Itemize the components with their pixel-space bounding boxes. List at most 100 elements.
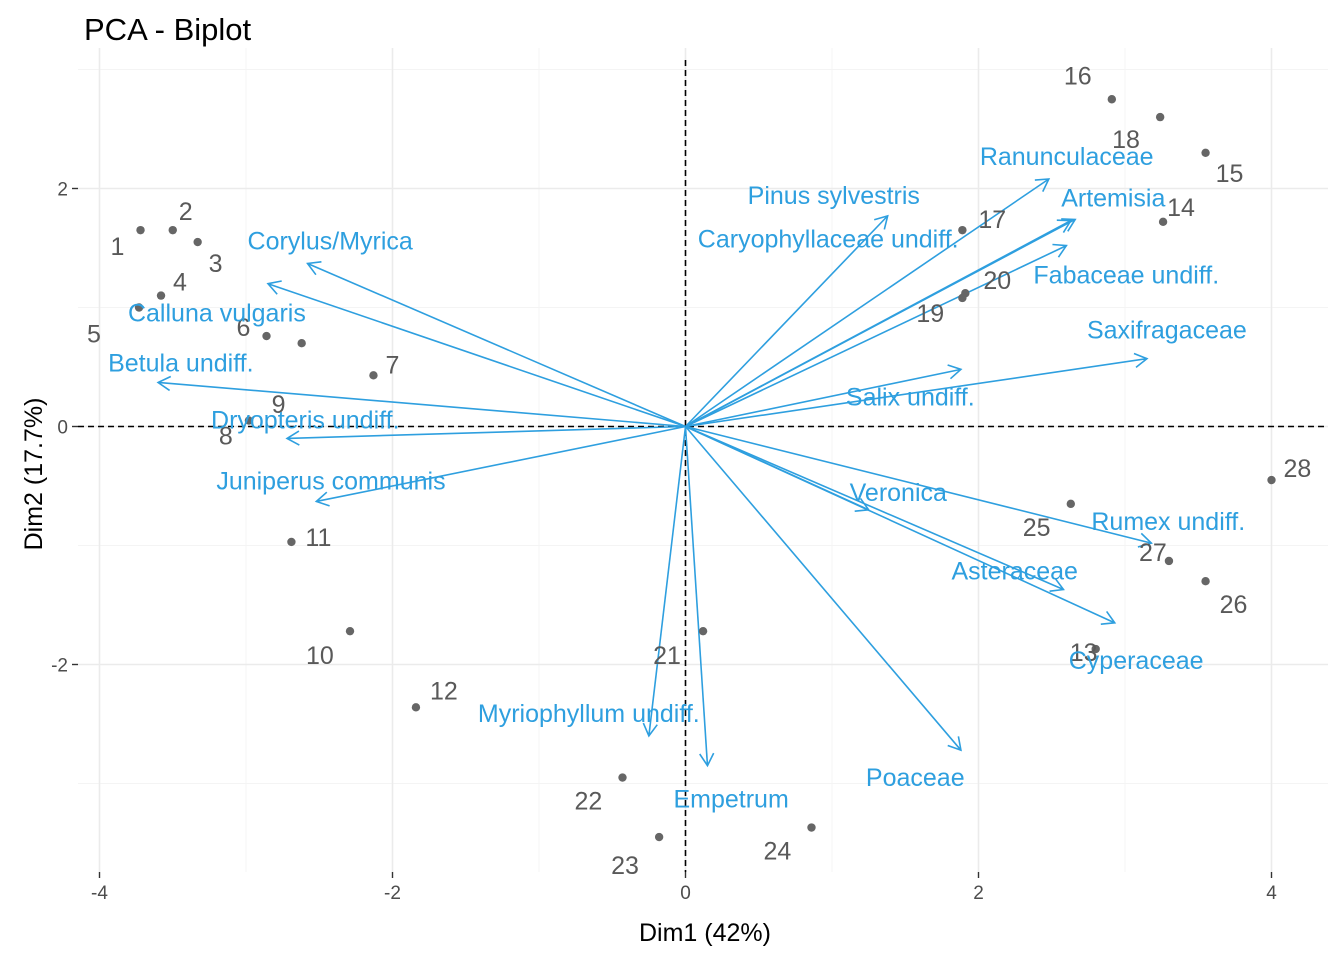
individual-label: 22 — [575, 788, 603, 816]
x-tick-label: 2 — [973, 883, 984, 904]
individual-point — [287, 537, 296, 547]
individual-label: 3 — [209, 250, 223, 278]
individual-label: 5 — [87, 321, 101, 349]
x-axis-ticks: -4 -2 0 2 4 — [91, 872, 1277, 904]
variable-arrow — [685, 425, 1064, 591]
variable-arrow — [648, 426, 687, 736]
variable-label: Ranunculaceae — [980, 143, 1154, 171]
variable-label: Rumex undiff. — [1091, 508, 1245, 536]
variable-arrow — [684, 426, 709, 766]
variable-arrowhead — [266, 280, 282, 295]
variable-label: Asteraceae — [951, 558, 1077, 586]
individual-point — [369, 371, 378, 380]
variable-label: Poaceae — [866, 764, 965, 792]
variable-arrowhead — [306, 261, 322, 276]
reference-lines — [78, 60, 1328, 872]
variable-arrowhead — [1052, 243, 1068, 258]
x-tick-label: 4 — [1266, 883, 1277, 904]
individual-label: 25 — [1023, 514, 1051, 542]
individual-point — [1155, 112, 1165, 122]
variable-arrow — [685, 178, 1050, 428]
individual-point — [411, 703, 421, 712]
variable-arrow — [685, 368, 962, 428]
individual-point — [136, 225, 145, 235]
individual-label: 7 — [385, 351, 399, 379]
individual-points — [134, 95, 1276, 842]
y-axis-ticks: -2 0 2 — [51, 180, 78, 677]
variable-arrow — [685, 357, 1148, 428]
major-grid — [78, 48, 1328, 872]
variable-arrow — [684, 215, 889, 428]
variable-arrow — [267, 282, 686, 428]
individual-label: 11 — [305, 524, 331, 552]
individual-point — [193, 237, 202, 247]
individual-label: 13 — [1070, 639, 1098, 667]
individual-point — [807, 823, 816, 832]
variable-label: Pinus sylvestris — [748, 182, 920, 210]
individual-label: 15 — [1216, 160, 1244, 188]
variable-arrow — [685, 218, 1076, 428]
individual-point — [1107, 95, 1117, 104]
individual-label: 18 — [1112, 126, 1140, 154]
variable-arrowhead — [1056, 219, 1073, 233]
variable-arrowhead — [285, 430, 300, 446]
individual-point — [654, 832, 664, 842]
individual-point — [618, 773, 627, 782]
variable-arrow — [286, 425, 686, 440]
individual-label: 27 — [1139, 539, 1167, 567]
y-axis-title: Dim2 (17.7%) — [20, 398, 48, 551]
variable-arrow — [685, 425, 1152, 544]
variable-arrowhead — [1049, 577, 1065, 592]
variable-arrowhead — [1100, 610, 1117, 625]
variable-arrows — [156, 178, 1153, 768]
individual-point — [1066, 499, 1075, 509]
individual-point — [1158, 217, 1168, 227]
variable-arrowhead — [314, 491, 330, 507]
individual-point — [345, 626, 355, 636]
x-tick-label: -2 — [384, 883, 401, 904]
variable-arrowhead — [642, 722, 658, 738]
individual-point — [1267, 475, 1276, 485]
individual-point — [698, 626, 708, 636]
individual-point — [958, 225, 967, 235]
variable-label: Myriophyllum undiff. — [478, 700, 700, 728]
variable-arrowhead — [1133, 352, 1149, 368]
variable-arrow — [158, 381, 686, 428]
variable-arrowhead — [1061, 218, 1077, 232]
variable-label: Empetrum — [673, 786, 788, 814]
individual-label: 6 — [237, 314, 251, 342]
variable-arrow — [316, 425, 686, 503]
individual-label: 20 — [983, 267, 1011, 295]
individual-point — [1201, 577, 1210, 586]
individual-label: 9 — [272, 391, 286, 419]
individual-label: 23 — [611, 852, 639, 880]
variable-label: Cyperaceae — [1069, 647, 1204, 675]
minor-grid — [78, 48, 1328, 872]
individual-point — [156, 291, 166, 300]
chart-title: PCA - Biplot — [84, 12, 252, 47]
x-tick-label: -4 — [91, 883, 108, 904]
individual-label: 10 — [306, 642, 334, 670]
variable-arrowhead — [947, 364, 963, 380]
variable-labels: Corylus/Myrica Calluna vulgaris Betula und… — [108, 143, 1247, 814]
x-axis-title: Dim1 (42%) — [639, 919, 771, 947]
individual-label: 14 — [1167, 194, 1195, 222]
individual-label: 2 — [179, 198, 193, 226]
individual-point — [961, 289, 970, 298]
variable-arrowhead — [1137, 532, 1153, 548]
individual-point — [262, 331, 271, 341]
y-tick-label: 2 — [57, 180, 68, 201]
variable-arrow — [685, 244, 1067, 428]
individual-label: 24 — [763, 838, 791, 866]
variable-label: Fabaceae undiff. — [1033, 262, 1219, 290]
individual-point — [244, 416, 254, 425]
variable-label: Calluna vulgaris — [128, 300, 306, 328]
y-tick-label: -2 — [51, 656, 68, 677]
variable-arrow — [684, 425, 962, 751]
variable-label: Juniperus communis — [216, 467, 445, 495]
variable-label: Salix undiff. — [846, 383, 975, 411]
individual-label: 17 — [978, 206, 1006, 234]
variable-label: Artemisia — [1061, 184, 1165, 212]
individual-label: 21 — [653, 642, 681, 670]
individual-label: 26 — [1220, 591, 1248, 619]
